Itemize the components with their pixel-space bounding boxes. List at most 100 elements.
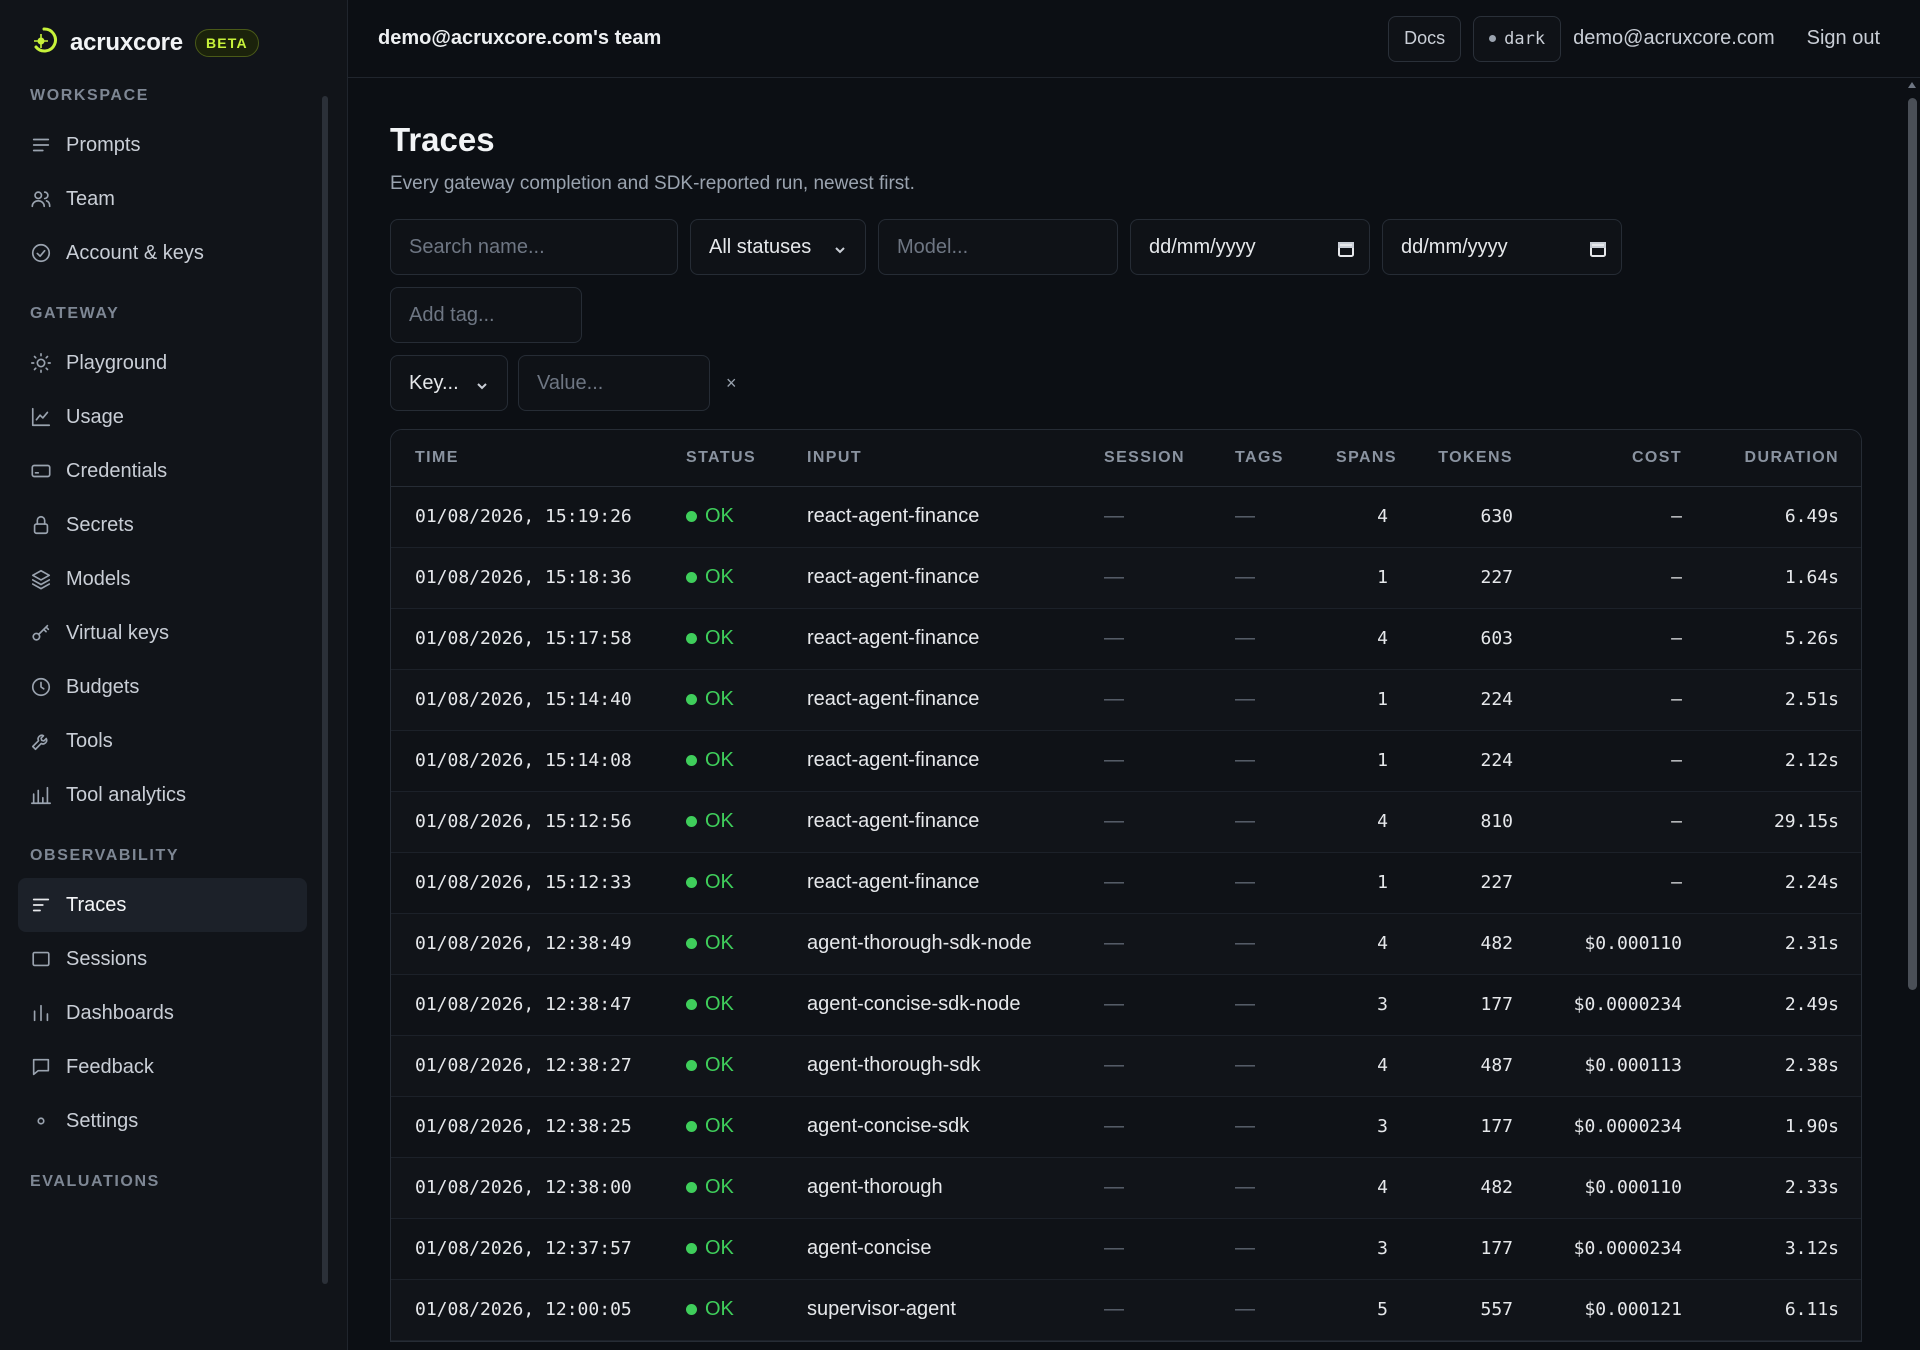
scroll-up-icon[interactable] <box>1908 82 1916 88</box>
sidebar-item-feedback[interactable]: Feedback <box>18 1040 307 1094</box>
value-input[interactable]: Value... <box>518 355 710 411</box>
brand[interactable]: acruxcore BETA <box>0 0 347 86</box>
key-select[interactable]: Key... <box>390 355 508 411</box>
duration-cell: 2.51s <box>1784 689 1839 710</box>
tokens-cell: 487 <box>1480 1055 1513 1076</box>
status-cell: OK <box>662 486 783 547</box>
table-row[interactable]: 01/08/2026, 15:14:40 OK react-agent-financ… <box>391 669 1861 730</box>
date-from-input[interactable]: dd/mm/yyyy <box>1130 219 1370 275</box>
sidebar-item-sessions[interactable]: Sessions <box>18 932 307 986</box>
status-cell: OK <box>662 547 783 608</box>
calendar-icon[interactable] <box>1589 240 1606 257</box>
table-row[interactable]: 01/08/2026, 12:38:25 OK agent-concise-sdk —… <box>391 1096 1861 1157</box>
sidebar-item-tools[interactable]: Tools <box>18 714 307 768</box>
tags-cell: — <box>1235 1054 1255 1076</box>
table-row[interactable]: 01/08/2026, 15:18:36 OK react-agent-financ… <box>391 547 1861 608</box>
table-row[interactable]: 01/08/2026, 12:38:00 OK agent-thorough — — 4 4… <box>391 1157 1861 1218</box>
status-label: OK <box>705 1237 734 1259</box>
table-row[interactable]: 01/08/2026, 15:12:33 OK react-agent-financ… <box>391 852 1861 913</box>
table-row[interactable]: 01/08/2026, 12:38:49 OK agent-thorough-sdk… <box>391 913 1861 974</box>
sidebar-item-traces[interactable]: Traces <box>18 878 307 932</box>
sidebar-item-secrets[interactable]: Secrets <box>18 498 307 552</box>
status-cell: OK <box>662 1279 783 1340</box>
bars-icon <box>33 1004 49 1022</box>
tags-cell: — <box>1235 566 1255 588</box>
column-header[interactable]: SESSION <box>1104 448 1185 466</box>
sidebar-scrollbar[interactable] <box>322 96 328 1284</box>
status-label: OK <box>705 1176 734 1198</box>
calendar-icon[interactable] <box>1337 240 1354 257</box>
sign-out-button[interactable]: Sign out <box>1806 27 1880 49</box>
docs-button[interactable]: Docs <box>1388 15 1462 62</box>
time-cell: 01/08/2026, 15:14:08 <box>415 750 632 771</box>
cost-cell: – <box>1671 689 1682 710</box>
status-badge: OK <box>686 1115 759 1138</box>
session-cell: — <box>1104 566 1124 588</box>
status-select-value: All statuses <box>709 235 812 258</box>
theme-label: dark <box>1504 28 1546 49</box>
sidebar-item-budgets[interactable]: Budgets <box>18 660 307 714</box>
column-header[interactable]: TAGS <box>1235 448 1284 466</box>
time-cell: 01/08/2026, 12:37:57 <box>415 1238 632 1259</box>
tokens-cell: 177 <box>1480 1238 1513 1259</box>
sidebar-item-tool-analytics[interactable]: Tool analytics <box>18 768 307 822</box>
column-header[interactable]: TOKENS <box>1438 448 1513 466</box>
sidebar-item-prompts[interactable]: Prompts <box>18 118 307 172</box>
table-row[interactable]: 01/08/2026, 15:14:08 OK react-agent-financ… <box>391 730 1861 791</box>
status-label: OK <box>705 627 734 649</box>
sidebar-item-account-keys[interactable]: Account & keys <box>18 226 307 280</box>
table-row[interactable]: 01/08/2026, 15:19:26 OK react-agent-financ… <box>391 486 1861 547</box>
table-row[interactable]: 01/08/2026, 12:38:27 OK agent-thorough-sdk… <box>391 1035 1861 1096</box>
sidebar-item-models[interactable]: Models <box>18 552 307 606</box>
main-scrollbar[interactable] <box>1908 98 1917 990</box>
model-input[interactable]: Model... <box>878 219 1118 275</box>
tag-input[interactable]: Add tag... <box>390 287 582 343</box>
status-dot-icon <box>686 938 697 949</box>
sidebar-item-label: Team <box>66 187 115 210</box>
sidebar-item-label: Tools <box>66 729 113 752</box>
team-name[interactable]: demo@acruxcore.com's team <box>378 27 662 49</box>
sidebar-item-label: Credentials <box>66 459 168 482</box>
message-icon <box>32 1058 50 1076</box>
table-row[interactable]: 01/08/2026, 15:17:58 OK react-agent-financ… <box>391 608 1861 669</box>
status-badge: OK <box>686 505 759 528</box>
status-dot-icon <box>686 511 697 522</box>
status-select[interactable]: All statuses <box>690 219 866 275</box>
table-row[interactable]: 01/08/2026, 15:12:56 OK react-agent-financ… <box>391 791 1861 852</box>
duration-cell: 2.38s <box>1784 1055 1839 1076</box>
search-input[interactable]: Search name... <box>390 219 678 275</box>
dot-icon <box>37 1117 45 1125</box>
table-row[interactable]: 01/08/2026, 12:38:47 OK agent-concise-sdk-… <box>391 974 1861 1035</box>
topbar: demo@acruxcore.com's team Docs dark demo… <box>348 0 1920 78</box>
input-cell: agent-thorough-sdk-node <box>807 932 1032 954</box>
sidebar-item-label: Account & keys <box>66 241 204 264</box>
clear-filter-button[interactable]: × <box>726 372 737 393</box>
column-header[interactable]: COST <box>1631 448 1682 466</box>
status-dot-icon <box>686 1121 697 1132</box>
table-row[interactable]: 01/08/2026, 12:37:57 OK agent-concise — — 3 17… <box>391 1218 1861 1279</box>
column-header[interactable]: INPUT <box>807 448 862 466</box>
sidebar-item-credentials[interactable]: Credentials <box>18 444 307 498</box>
column-header[interactable]: SPANS <box>1336 448 1397 466</box>
table-row[interactable]: 01/08/2026, 12:00:05 OK supervisor-agent — —… <box>391 1279 1861 1340</box>
date-to-input[interactable]: dd/mm/yyyy <box>1382 219 1622 275</box>
sidebar-item-playground[interactable]: Playground <box>18 336 307 390</box>
status-cell: OK <box>662 913 783 974</box>
time-cell: 01/08/2026, 12:38:00 <box>415 1177 632 1198</box>
sidebar-item-dashboards[interactable]: Dashboards <box>18 986 307 1040</box>
sidebar-item-virtual-keys[interactable]: Virtual keys <box>18 606 307 660</box>
spans-cell: 1 <box>1377 750 1388 771</box>
session-cell: — <box>1104 810 1124 832</box>
sidebar-item-usage[interactable]: Usage <box>18 390 307 444</box>
sidebar-item-team[interactable]: Team <box>18 172 307 226</box>
theme-toggle-button[interactable]: dark <box>1473 15 1562 62</box>
user-email[interactable]: demo@acruxcore.com <box>1573 27 1775 49</box>
cost-cell: – <box>1671 506 1682 527</box>
sidebar-item-label: Models <box>66 567 131 590</box>
sidebar-item-settings[interactable]: Settings <box>18 1094 307 1148</box>
column-header[interactable]: DURATION <box>1744 448 1839 466</box>
duration-cell: 3.12s <box>1784 1238 1839 1259</box>
column-header[interactable]: TIME <box>415 448 459 466</box>
column-header[interactable]: STATUS <box>686 448 757 466</box>
duration-cell: 6.49s <box>1784 506 1839 527</box>
